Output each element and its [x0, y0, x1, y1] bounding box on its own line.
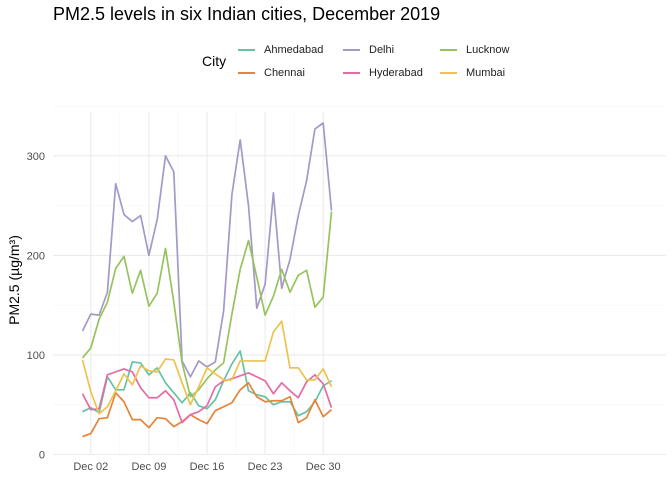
legend-label-chennai: Chennai	[264, 67, 305, 79]
legend-item-mumbai: Mumbai	[440, 65, 505, 81]
legend-label-ahmedabad: Ahmedabad	[264, 44, 324, 56]
series-line-ahmedabad	[82, 350, 332, 417]
x-axis-tick-labels: Dec 02 Dec 09 Dec 16 Dec 23 Dec 30	[73, 461, 340, 473]
legend-key-lucknow	[440, 49, 457, 51]
series-line-mumbai	[81, 320, 333, 415]
y-tick-label: 300	[27, 151, 45, 163]
legend: City Ahmedabad Chennai Delhi Hyderabad L…	[0, 0, 672, 90]
legend-key-mumbai	[440, 72, 457, 74]
legend-key-delhi	[343, 49, 360, 51]
legend-label-hyderabad: Hyderabad	[369, 67, 423, 79]
y-tick-label: 100	[27, 350, 45, 362]
minor-gridlines	[53, 105, 666, 455]
series-line-chennai	[82, 381, 333, 438]
series-lines	[81, 122, 333, 438]
x-tick-label: Dec 09	[131, 461, 166, 473]
y-axis-tick-labels: 0 100 200 300	[27, 151, 45, 462]
legend-key-ahmedabad	[238, 49, 255, 51]
legend-item-hyderabad: Hyderabad	[343, 65, 423, 81]
x-tick-label: Dec 30	[306, 461, 341, 473]
legend-label-delhi: Delhi	[369, 44, 395, 56]
legend-item-lucknow: Lucknow	[440, 42, 509, 58]
legend-item-delhi: Delhi	[343, 42, 394, 58]
legend-label-mumbai: Mumbai	[466, 67, 506, 79]
legend-label-lucknow: Lucknow	[466, 44, 510, 56]
y-tick-label: 200	[27, 250, 45, 262]
series-line-delhi	[81, 122, 333, 378]
y-axis-title: PM2.5 (µg/m³)	[6, 235, 22, 325]
y-tick-label: 0	[39, 450, 45, 462]
major-gridlines	[53, 112, 666, 456]
legend-title: City	[202, 53, 227, 69]
series-line-hyderabad	[81, 368, 333, 424]
x-tick-label: Dec 23	[248, 461, 283, 473]
legend-key-chennai	[238, 72, 255, 74]
series-line-lucknow	[81, 211, 333, 398]
legend-key-hyderabad	[343, 72, 360, 74]
legend-item-ahmedabad: Ahmedabad	[238, 42, 323, 58]
x-tick-label: Dec 02	[73, 461, 108, 473]
chart-title: PM2.5 levels in six Indian cities, Decem…	[53, 4, 441, 24]
legend-item-chennai: Chennai	[238, 65, 305, 81]
x-tick-label: Dec 16	[190, 461, 225, 473]
